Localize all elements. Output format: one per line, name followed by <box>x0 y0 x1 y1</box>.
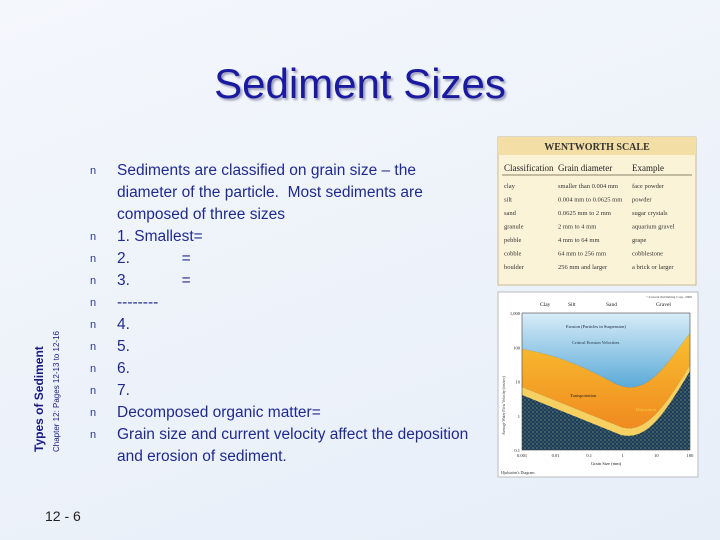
table-cell: cobblestone <box>632 251 663 258</box>
size-class: Sand <box>606 302 617 308</box>
bullet: n 4. <box>90 314 475 336</box>
x-tick-label: 10 <box>654 453 659 458</box>
bullet-text: Sediments are classified on grain size –… <box>117 162 428 223</box>
x-tick-label: 1 <box>622 453 624 458</box>
bullet-marker: n <box>90 231 97 243</box>
table-frame <box>497 136 697 286</box>
table-cell: pebble <box>504 237 521 244</box>
bullet: n 5. <box>90 336 475 358</box>
bullet: n 3. = <box>90 270 475 292</box>
bullet-text: 5. <box>117 338 130 355</box>
bullet: n 2. = <box>90 248 475 270</box>
table-header: Example <box>632 163 664 173</box>
table-cell: face powder <box>632 183 665 190</box>
table-header: Classification <box>504 163 554 173</box>
bullet-text: 4. <box>117 316 130 333</box>
bullet: n -------- <box>90 292 475 314</box>
table-cell: boulder <box>504 264 525 271</box>
region-label: Erosion (Particles in Suspension) <box>566 324 626 329</box>
bullet-marker: n <box>90 253 97 265</box>
bullet: n 1. Smallest= <box>90 226 475 248</box>
y-label: Average Water Flow Velocity (cm/sec) <box>502 376 506 435</box>
table-cell: 256 mm and larger <box>558 264 608 271</box>
table-cell: grape <box>632 237 647 244</box>
region-label: Critical Erosion Velocities <box>572 340 620 345</box>
figures: WENTWORTH SCALE Classification Grain diame… <box>497 136 699 478</box>
bullet-marker: n <box>90 429 97 441</box>
erosion-region <box>522 313 690 388</box>
credit: ©Current Publishing Corp. 2000 <box>646 294 692 299</box>
bullet-text: 2. = <box>117 250 191 267</box>
bullet-marker: n <box>90 297 97 309</box>
bullet-list: n Sediments are classified on grain size … <box>90 160 475 468</box>
curve-band <box>522 365 690 436</box>
bullet-marker: n <box>90 341 97 353</box>
table-header: Grain diameter <box>558 163 612 173</box>
page-number: 12 - 6 <box>45 508 81 524</box>
size-class: Silt <box>568 302 576 308</box>
bullet-marker: n <box>90 319 97 331</box>
table-cell: aquarium gravel <box>632 224 675 231</box>
y-tick-label: 1,000 <box>510 311 521 317</box>
x-tick-label: 100 <box>687 453 695 458</box>
bullet-text: Decomposed organic matter= <box>117 404 321 421</box>
bullet: n Grain size and current velocity affect … <box>90 424 475 468</box>
size-class: Gravel <box>656 302 671 308</box>
table-cell: 2 mm to 4 mm <box>558 224 596 231</box>
side-subtitle: Chapter 12: Pages 12-13 to 12-16 <box>52 331 61 452</box>
table-cell: 0.004 mm to 0.0625 mm <box>558 197 622 204</box>
table-cell: clay <box>504 183 516 190</box>
table-title: WENTWORTH SCALE <box>544 142 650 153</box>
table-cell: sugar crystals <box>632 210 668 217</box>
x-label: Grain Size (mm) <box>591 461 622 466</box>
y-tick-label: 10 <box>516 380 521 385</box>
table-cell: sand <box>504 210 517 217</box>
bullet-marker: n <box>90 165 97 177</box>
table-cell: powder <box>632 197 652 204</box>
bullet: n 7. <box>90 380 475 402</box>
bullet-text: 7. <box>117 382 130 399</box>
size-class: Clay <box>540 302 551 308</box>
region-label: Deposition <box>636 407 656 412</box>
table-cell: silt <box>504 197 512 204</box>
bullet: n Decomposed organic matter= <box>90 402 475 424</box>
bullet-marker: n <box>90 407 97 419</box>
caption: Hjulström's Diagram <box>501 470 535 475</box>
bullet-marker: n <box>90 363 97 375</box>
side-title: Types of Sediment <box>32 346 46 452</box>
bullet-text: 6. <box>117 360 130 377</box>
bullet-text: -------- <box>117 294 159 311</box>
x-tick-label: 0.001 <box>517 453 527 458</box>
x-tick-label: 0.1 <box>586 453 592 458</box>
table-cell: 4 mm to 64 mm <box>558 237 600 244</box>
y-tick-label: 0.1 <box>514 448 520 453</box>
bullet-marker: n <box>90 385 97 397</box>
table-cell: cobble <box>504 251 521 258</box>
table-cell: smaller than 0.004 mm <box>558 183 618 190</box>
table-cell: granule <box>504 224 524 231</box>
region-label: Transportation <box>570 393 597 398</box>
slide-title: Sediment Sizes <box>214 60 506 107</box>
y-tick-label: 1 <box>518 414 520 419</box>
table-cell: 0.0625 mm to 2 mm <box>558 210 611 217</box>
table-cell: a brick or larger <box>632 264 674 271</box>
bullet-text: 3. = <box>117 272 191 289</box>
plot-border <box>521 312 691 451</box>
x-tick-label: 0.01 <box>552 453 560 458</box>
table-cell: 64 mm to 256 mm <box>558 251 606 258</box>
bullet-text: 1. Smallest= <box>117 228 203 245</box>
table-title-band <box>498 137 696 155</box>
bullet-marker: n <box>90 275 97 287</box>
transport-region <box>522 333 690 429</box>
bullet: n Sediments are classified on grain size … <box>90 160 475 226</box>
bullet: n 6. <box>90 358 475 380</box>
bullet-text: Grain size and current velocity affect t… <box>117 426 473 465</box>
y-tick-label: 100 <box>513 345 521 350</box>
